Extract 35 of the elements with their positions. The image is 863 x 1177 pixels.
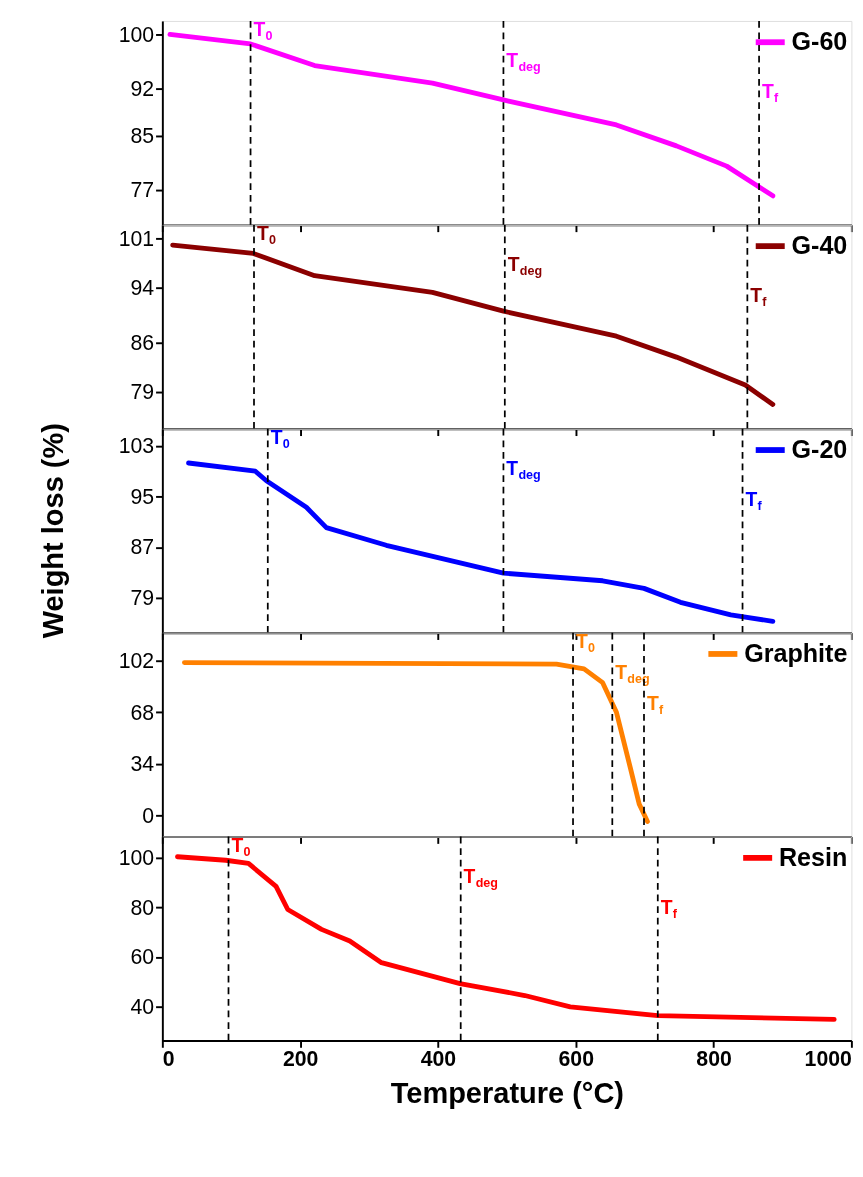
legend-label: G-40 (791, 230, 848, 259)
line-series (170, 242, 776, 407)
y-tick-label: 94 (130, 275, 155, 300)
x-tick-label: 400 (420, 1047, 457, 1072)
x-tick-label: 800 (696, 1047, 732, 1072)
y-tick-label: 0 (142, 803, 155, 828)
y-tick-label: 85 (130, 124, 155, 148)
legend-label: G-20 (791, 434, 848, 463)
legend-label: Graphite (744, 638, 848, 667)
legend-label: Resin (778, 842, 848, 871)
y-tick-label: 102 (118, 648, 155, 673)
y-tick-label: 103 (118, 434, 155, 459)
y-tick-label: 79 (130, 380, 155, 405)
x-tick-label: 1000 (804, 1047, 852, 1072)
y-tick-label: 101 (118, 227, 155, 252)
x-tick-label: 0 (162, 1047, 175, 1072)
y-tick-label: 100 (118, 846, 155, 870)
y-tick-label: 86 (130, 331, 155, 356)
y-tick-label: 87 (130, 535, 155, 560)
legend-label: G-60 (791, 26, 848, 55)
y-tick-label: 80 (130, 895, 155, 920)
y-tick-label: 95 (130, 484, 155, 509)
y-tick-label: 100 (118, 22, 155, 47)
y-tick-label: 60 (130, 945, 155, 970)
x-tick-label: 600 (558, 1047, 594, 1072)
y-tick-label: 34 (130, 752, 155, 777)
y-tick-label: 68 (130, 700, 155, 725)
y-tick-label: 77 (130, 178, 155, 203)
x-axis-title: Temperature (°C) (390, 1076, 625, 1109)
line-series (186, 460, 776, 624)
y-axis-title: Weight loss (%) (36, 423, 69, 639)
x-tick-label: 200 (282, 1047, 319, 1072)
y-tick-label: 79 (130, 586, 155, 611)
y-tick-label: 92 (130, 76, 155, 101)
y-tick-label: 40 (130, 995, 155, 1020)
